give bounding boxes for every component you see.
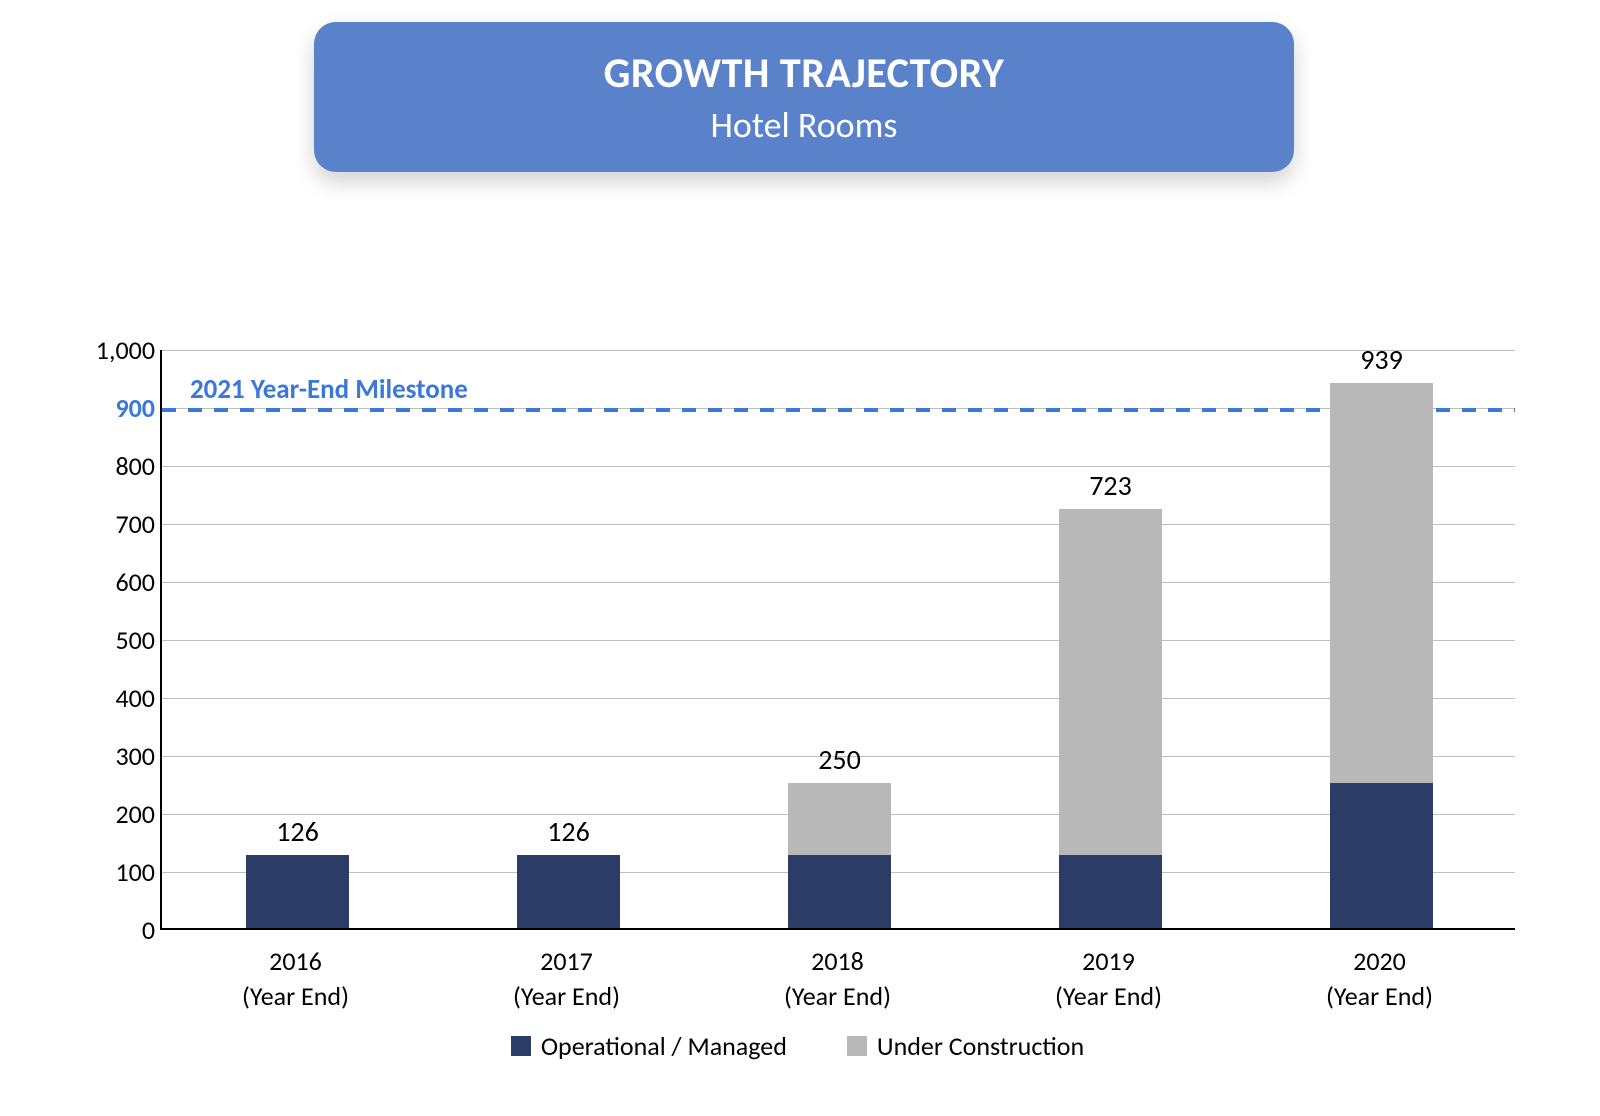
y-axis-tick-label: 200	[75, 798, 155, 830]
bar-value-label: 126	[466, 814, 672, 849]
milestone-label: 2021 Year-End Milestone	[190, 373, 468, 406]
x-axis-tick-label: 2019(Year End)	[973, 944, 1244, 1014]
legend-label: Under Construction	[877, 1030, 1084, 1062]
bar-value-label: 126	[195, 814, 401, 849]
y-axis-tick-label: 600	[75, 566, 155, 598]
legend-label: Operational / Managed	[541, 1030, 787, 1062]
y-axis-tick-label: 900	[75, 392, 155, 424]
bar: 126	[246, 855, 349, 928]
y-axis-tick-label: 800	[75, 450, 155, 482]
x-axis-tick-label: 2016(Year End)	[160, 944, 431, 1014]
bar: 723	[1059, 509, 1162, 928]
x-axis-tick-label: 2017(Year End)	[431, 944, 702, 1014]
legend-swatch	[847, 1036, 867, 1056]
bar-segment	[246, 855, 349, 928]
milestone-line	[162, 408, 1515, 412]
chart-title: GROWTH TRAJECTORY	[604, 48, 1005, 99]
x-axis-tick-label: 2018(Year End)	[702, 944, 973, 1014]
bar-value-label: 250	[737, 742, 943, 777]
legend-swatch	[511, 1036, 531, 1056]
y-axis-tick-label: 700	[75, 508, 155, 540]
legend-item: Operational / Managed	[511, 1030, 787, 1062]
chart-subtitle: Hotel Rooms	[710, 103, 897, 147]
bar-segment	[1059, 855, 1162, 928]
y-axis-tick-label: 0	[75, 914, 155, 946]
y-axis-tick-label: 1,000	[75, 334, 155, 366]
y-axis-tick-label: 400	[75, 682, 155, 714]
y-axis-tick-label: 500	[75, 624, 155, 656]
bar-segment	[788, 855, 891, 928]
y-axis-tick-label: 100	[75, 856, 155, 888]
bar: 250	[788, 783, 891, 928]
bar: 126	[517, 855, 620, 928]
legend-item: Under Construction	[847, 1030, 1084, 1062]
gridline	[162, 524, 1515, 525]
gridline	[162, 698, 1515, 699]
gridline	[162, 640, 1515, 641]
legend: Operational / Managed Under Construction	[70, 1030, 1525, 1062]
chart-container: 2021 Year-End Milestone 126 126 250 723 939 O…	[70, 310, 1525, 1070]
bar-segment	[1059, 509, 1162, 855]
bar-value-label: 723	[1008, 468, 1214, 503]
gridline	[162, 582, 1515, 583]
bar-value-label: 939	[1279, 342, 1485, 377]
bar: 939	[1330, 383, 1433, 928]
bar-segment	[788, 783, 891, 855]
bar-segment	[1330, 783, 1433, 928]
x-axis-tick-label: 2020(Year End)	[1244, 944, 1515, 1014]
bar-segment	[1330, 383, 1433, 783]
bar-segment	[517, 855, 620, 928]
gridline	[162, 466, 1515, 467]
y-axis-tick-label: 300	[75, 740, 155, 772]
title-banner: GROWTH TRAJECTORY Hotel Rooms	[314, 22, 1294, 172]
plot-area: 2021 Year-End Milestone 126 126 250 723 939	[160, 350, 1515, 930]
